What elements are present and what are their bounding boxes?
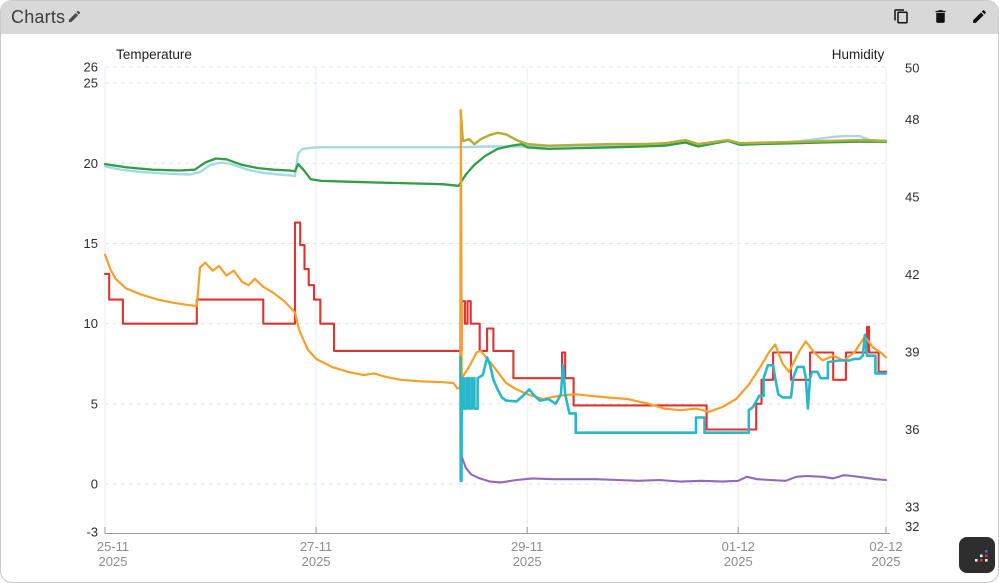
left-tick-label: 26 <box>84 60 98 75</box>
x-tick-label: 2025 <box>872 554 901 569</box>
x-tick-label: 2025 <box>302 554 331 569</box>
right-axis-title: Humidity <box>832 47 885 62</box>
left-tick-label: 15 <box>84 236 98 251</box>
edit-button[interactable] <box>971 8 988 28</box>
left-tick-label: 10 <box>84 316 98 331</box>
resize-widget-button[interactable] <box>959 537 995 573</box>
right-tick-label: 36 <box>905 422 919 437</box>
left-tick-label: 20 <box>84 156 98 171</box>
right-tick-label: 32 <box>905 519 919 534</box>
left-tick-label: 5 <box>91 396 98 411</box>
right-tick-label: 50 <box>905 61 919 76</box>
x-tick-label: 27-11 <box>300 539 332 554</box>
right-tick-label: 42 <box>905 267 919 282</box>
trash-icon <box>932 8 949 28</box>
series-olive <box>459 109 888 147</box>
left-tick-label: 0 <box>91 477 98 492</box>
right-tick-label: 45 <box>905 190 919 205</box>
right-tick-label: 48 <box>905 112 919 127</box>
delete-button[interactable] <box>932 8 949 28</box>
series-orange <box>103 109 888 413</box>
header-bar: Charts <box>1 1 998 34</box>
series-purple <box>461 457 888 484</box>
x-tick-label: 2025 <box>724 554 753 569</box>
x-tick-label: 25-11 <box>97 539 129 554</box>
x-tick-label: 2025 <box>99 554 128 569</box>
series-red <box>103 221 888 431</box>
right-tick-label: 33 <box>905 500 919 515</box>
left-tick-label: 25 <box>84 76 98 91</box>
pencil-icon <box>67 9 82 27</box>
right-tick-label: 39 <box>905 345 919 360</box>
left-axis-title: Temperature <box>116 47 192 62</box>
series-cyan <box>459 333 888 483</box>
pencil-icon <box>971 8 988 28</box>
page-title: Charts <box>11 7 66 27</box>
left-tick-label: -3 <box>86 525 98 540</box>
duplicate-button[interactable] <box>892 7 910 28</box>
x-tick-label: 01-12 <box>722 539 755 554</box>
series-green <box>103 139 888 187</box>
x-tick-label: 29-11 <box>511 539 543 554</box>
pixel-chart-icon <box>975 550 988 566</box>
x-tick-label: 2025 <box>513 554 542 569</box>
x-tick-label: 02-12 <box>869 539 902 554</box>
rename-chart-button[interactable] <box>67 9 82 27</box>
copy-icon <box>892 7 910 28</box>
